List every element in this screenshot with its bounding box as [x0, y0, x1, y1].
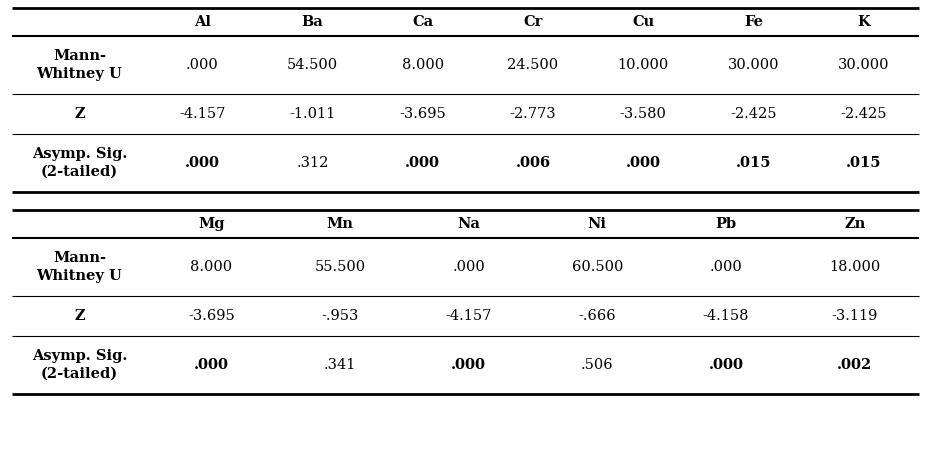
Text: -.666: -.666 [578, 309, 616, 323]
Text: Asymp. Sig.
(2-tailed): Asymp. Sig. (2-tailed) [32, 349, 128, 381]
Text: Pb: Pb [715, 217, 736, 231]
Text: Mg: Mg [198, 217, 224, 231]
Text: Al: Al [194, 15, 210, 29]
Text: 10.000: 10.000 [617, 58, 668, 72]
Text: Cu: Cu [632, 15, 654, 29]
Text: -4.157: -4.157 [179, 107, 225, 121]
Text: .312: .312 [296, 156, 329, 170]
Text: .000: .000 [194, 358, 229, 372]
Text: Mann-
Whitney U: Mann- Whitney U [36, 251, 122, 283]
Text: 30.000: 30.000 [728, 58, 779, 72]
Text: -2.773: -2.773 [509, 107, 557, 121]
Text: Mann-
Whitney U: Mann- Whitney U [36, 49, 122, 81]
Text: .341: .341 [324, 358, 357, 372]
Text: .002: .002 [837, 358, 872, 372]
Text: .000: .000 [452, 358, 486, 372]
Text: -3.695: -3.695 [399, 107, 446, 121]
Text: Na: Na [457, 217, 480, 231]
Text: -1.011: -1.011 [290, 107, 335, 121]
Text: 8.000: 8.000 [190, 260, 233, 274]
Text: .006: .006 [516, 156, 550, 170]
Text: Z: Z [74, 309, 85, 323]
Text: 55.500: 55.500 [315, 260, 366, 274]
Text: Asymp. Sig.
(2-tailed): Asymp. Sig. (2-tailed) [32, 147, 128, 179]
Text: .000: .000 [626, 156, 661, 170]
Text: Mn: Mn [327, 217, 354, 231]
Text: .000: .000 [709, 260, 742, 274]
Text: -3.695: -3.695 [188, 309, 235, 323]
Text: 8.000: 8.000 [401, 58, 444, 72]
Text: -4.157: -4.157 [445, 309, 492, 323]
Text: 54.500: 54.500 [287, 58, 338, 72]
Text: K: K [857, 15, 870, 29]
Text: Cr: Cr [523, 15, 543, 29]
Text: .000: .000 [452, 260, 485, 274]
Text: 30.000: 30.000 [838, 58, 890, 72]
Text: -2.425: -2.425 [730, 107, 776, 121]
Text: -3.119: -3.119 [831, 309, 878, 323]
Text: Z: Z [74, 107, 85, 121]
Text: 60.500: 60.500 [572, 260, 623, 274]
Text: Ca: Ca [412, 15, 433, 29]
Text: Ni: Ni [587, 217, 607, 231]
Text: .000: .000 [405, 156, 440, 170]
Text: .000: .000 [708, 358, 744, 372]
Text: .015: .015 [846, 156, 882, 170]
Text: .015: .015 [735, 156, 771, 170]
Text: .506: .506 [581, 358, 614, 372]
Text: -3.580: -3.580 [620, 107, 667, 121]
Text: Zn: Zn [844, 217, 865, 231]
Text: -4.158: -4.158 [703, 309, 749, 323]
Text: -.953: -.953 [321, 309, 358, 323]
Text: 18.000: 18.000 [829, 260, 881, 274]
Text: Ba: Ba [302, 15, 323, 29]
Text: Fe: Fe [744, 15, 763, 29]
Text: .000: .000 [184, 156, 220, 170]
Text: -2.425: -2.425 [841, 107, 887, 121]
Text: 24.500: 24.500 [507, 58, 559, 72]
Text: .000: .000 [186, 58, 219, 72]
